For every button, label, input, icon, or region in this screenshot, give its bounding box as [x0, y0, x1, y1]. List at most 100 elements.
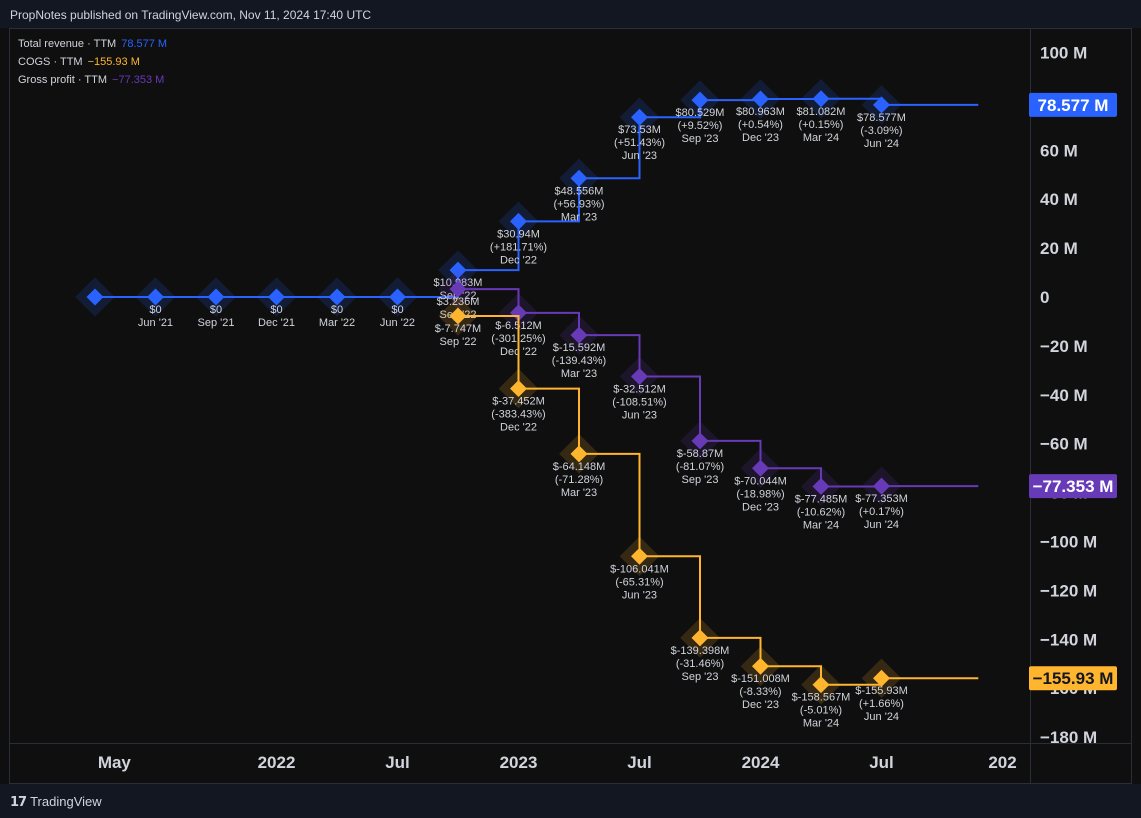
x-tick-label: 2023 [500, 753, 538, 772]
data-point [873, 96, 890, 114]
data-point [449, 280, 467, 298]
y-tick-label: 0 [1040, 288, 1049, 307]
data-label: $-70.044M [734, 475, 787, 487]
x-tick-label: Jul [627, 753, 652, 772]
x-tick-label: Jul [869, 753, 894, 772]
data-label: $0 [391, 304, 403, 316]
data-label: $-32.512M [613, 383, 666, 395]
y-tick-label: 60 M [1040, 141, 1078, 160]
data-label: (-383.43%) [491, 409, 545, 421]
legend-revenue[interactable]: Total revenue · TTM 78.577 M [18, 35, 167, 53]
data-label: Mar '24 [803, 132, 839, 144]
data-label: (+56.93%) [553, 198, 604, 210]
data-label: Jun '23 [622, 150, 657, 162]
data-point [570, 445, 588, 463]
data-label: (-71.28%) [555, 474, 603, 486]
price-scale-separator [1030, 28, 1031, 784]
legend-revenue-name: Total revenue · TTM [18, 38, 117, 50]
data-label: (-18.98%) [736, 488, 784, 500]
data-label: $-158.567M [792, 692, 851, 704]
data-point [631, 547, 648, 565]
data-point [449, 261, 467, 279]
data-label: $0 [331, 304, 343, 316]
data-label: Mar '22 [319, 317, 355, 329]
last-value-label: 78.577 M [1038, 96, 1109, 115]
data-label: $-77.485M [795, 493, 848, 505]
data-label: Dec '21 [258, 317, 295, 329]
data-point [449, 307, 467, 325]
data-point [510, 212, 527, 230]
data-label: (+0.17%) [859, 506, 904, 518]
legend-gross-profit[interactable]: Gross profit · TTM −77.353 M [18, 71, 167, 89]
legend-gross-profit-name: Gross profit · TTM [18, 74, 108, 86]
data-label: $80.529M [676, 107, 725, 119]
data-point [812, 90, 830, 108]
data-point [510, 380, 527, 398]
data-label: $-155.93M [855, 685, 908, 697]
y-tick-label: −140 M [1040, 630, 1097, 649]
data-label: Jun '24 [864, 519, 899, 531]
data-label: Sep '23 [682, 474, 719, 486]
data-label: Jun '23 [622, 589, 657, 601]
x-tick-label: May [98, 753, 132, 772]
last-value-badge [1029, 666, 1117, 691]
data-label: Jun '23 [622, 409, 657, 421]
data-label: Dec '22 [500, 422, 537, 434]
data-label: Sep '22 [440, 336, 477, 348]
data-point [752, 90, 769, 108]
series-line [95, 97, 979, 298]
legend-revenue-value: 78.577 M [121, 38, 168, 50]
legend-cogs[interactable]: COGS · TTM −155.93 M [18, 53, 167, 71]
data-label: (-108.51%) [612, 396, 666, 408]
data-label: $0 [149, 304, 161, 316]
data-label: $-15.592M [553, 342, 606, 354]
data-label: (-5.01%) [800, 705, 842, 717]
data-label: Jun '24 [864, 138, 899, 150]
data-label: (+1.66%) [859, 698, 904, 710]
data-label: $73.53M [618, 124, 661, 136]
data-point [873, 477, 890, 495]
data-point [570, 326, 588, 344]
data-label: $-139.398M [671, 645, 730, 657]
y-tick-label: −180 M [1040, 728, 1097, 747]
data-label: Mar '23 [561, 211, 597, 223]
data-label: $-37.452M [492, 396, 545, 408]
footer-bar: 𝟭𝟳 TradingView [0, 784, 1141, 818]
publish-info: PropNotes published on TradingView.com, … [10, 8, 372, 22]
legend: Total revenue · TTM 78.577 M COGS · TTM −1… [18, 35, 167, 89]
data-label: $-106.041M [610, 563, 669, 575]
time-scale-separator [9, 743, 1132, 744]
data-label: $3.236M [437, 296, 480, 308]
data-label: (-81.07%) [676, 461, 724, 473]
tradingview-logo-icon: 𝟭𝟳 [10, 794, 27, 809]
tradingview-brand: TradingView [30, 794, 102, 809]
chart-pane[interactable] [9, 28, 1132, 784]
data-point [389, 288, 406, 306]
data-label: (-31.46%) [676, 658, 724, 670]
y-tick-label: −100 M [1040, 533, 1097, 552]
data-label: $30.94M [497, 228, 540, 240]
x-tick-label: Jul [385, 753, 410, 772]
data-label: Mar '23 [561, 487, 597, 499]
data-label: (-8.33%) [739, 686, 781, 698]
data-label: $81.082M [797, 106, 846, 118]
data-point [147, 288, 164, 306]
data-label: (+0.54%) [738, 119, 783, 131]
data-label: Sep '23 [682, 671, 719, 683]
data-label: Sep '23 [682, 133, 719, 145]
data-label: (+9.52%) [678, 120, 723, 132]
legend-gross-profit-value: −77.353 M [112, 74, 165, 86]
y-tick-label: −60 M [1040, 435, 1088, 454]
data-label: $-7.747M [435, 323, 481, 335]
data-label: (+0.15%) [799, 119, 844, 131]
data-label: $0 [210, 304, 222, 316]
data-label: $-64.148M [553, 461, 606, 473]
data-label: Jun '21 [138, 317, 173, 329]
tradingview-logo[interactable]: 𝟭𝟳 TradingView [10, 794, 102, 810]
data-point [631, 368, 648, 385]
data-point [207, 288, 225, 306]
data-point [691, 432, 709, 450]
data-label: Sep '21 [198, 317, 235, 329]
data-label: Mar '24 [803, 718, 839, 730]
